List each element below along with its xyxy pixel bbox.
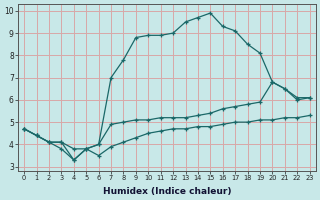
X-axis label: Humidex (Indice chaleur): Humidex (Indice chaleur)	[103, 187, 231, 196]
